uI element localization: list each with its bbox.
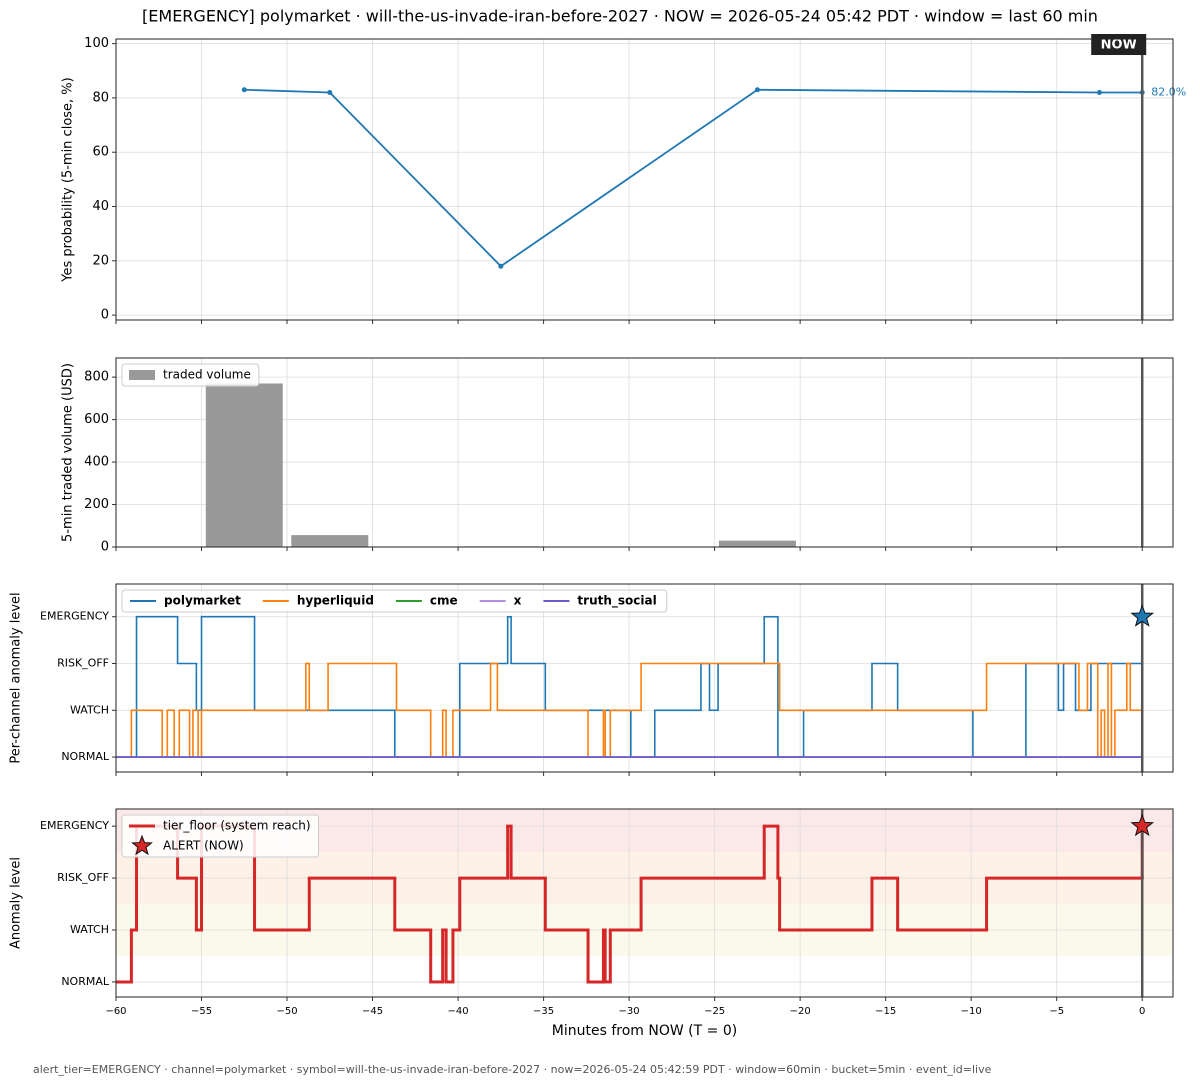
y-axis-label: Per-channel anomaly level [9, 592, 24, 763]
x-tick-label: −15 [875, 1006, 896, 1017]
legend-box [121, 589, 668, 613]
plot-area [116, 584, 1173, 772]
legend-swatch [131, 834, 153, 856]
y-tick-label: 0 [101, 308, 109, 323]
alert-marker [1130, 813, 1155, 837]
y-tick-label: 0 [101, 540, 109, 555]
bar [205, 383, 283, 547]
legend-label: cme [430, 594, 458, 608]
y-tick-label: EMERGENCY [40, 610, 109, 623]
legend-box [121, 363, 260, 387]
legend-label: tier_floor (system reach) [163, 819, 311, 833]
x-tick-label: −40 [448, 1006, 469, 1017]
y-tick-label: 20 [92, 253, 109, 268]
y-tick-label: RISK_OFF [57, 657, 109, 670]
y-tick-label: 60 [92, 145, 109, 160]
plot-frame [115, 38, 1174, 321]
data-point [754, 87, 760, 93]
legend-label: ALERT (NOW) [163, 839, 244, 853]
y-tick-label: 800 [84, 370, 109, 385]
now-badge-label: NOW [1101, 38, 1137, 53]
x-tick-label: 0 [1139, 1006, 1145, 1017]
plot-frame [115, 357, 1174, 548]
y-tick-label: 80 [92, 90, 109, 105]
footer: alert_tier=EMERGENCY · channel=polymarke… [33, 1063, 992, 1076]
data-point [241, 87, 247, 93]
y-axis-label: 5-min traded volume (USD) [61, 363, 76, 542]
data-point [327, 89, 333, 95]
y-tick-label: 100 [84, 36, 109, 51]
value-label: 82.0% [1151, 85, 1186, 98]
plot-area [116, 39, 1173, 320]
x-tick-label: −10 [961, 1006, 982, 1017]
y-tick-label: NORMAL [61, 750, 110, 763]
plot-frame [115, 808, 1174, 998]
x-tick-label: −25 [704, 1006, 725, 1017]
x-tick-label: −30 [619, 1006, 640, 1017]
x-tick-label: −35 [533, 1006, 554, 1017]
legend-label: truth_social [577, 594, 656, 609]
data-point [498, 263, 504, 269]
x-tick-label: −45 [362, 1006, 383, 1017]
bar [291, 535, 369, 547]
y-tick-label: 600 [84, 412, 109, 427]
legend-label: polymarket [164, 594, 241, 608]
legend-swatch [129, 370, 155, 380]
x-tick-label: −50 [276, 1006, 297, 1017]
data-line [244, 88, 1143, 268]
bar [718, 540, 796, 547]
legend-label: traded volume [163, 368, 251, 382]
x-tick-label: −55 [191, 1006, 212, 1017]
y-tick-label: 40 [92, 199, 109, 214]
plot-frame [115, 583, 1174, 773]
x-axis-label: Minutes from NOW (T = 0) [552, 1023, 737, 1039]
y-tick-label: 400 [84, 455, 109, 470]
legend-label: x [514, 594, 522, 608]
legend: polymarket hyperliquid cme x truth_social [121, 589, 668, 613]
legend: tier_floor (system reach) ALERT (NOW) [121, 814, 320, 858]
legend-label: hyperliquid [297, 594, 374, 608]
y-tick-label: NORMAL [61, 975, 110, 988]
chart-title: [EMERGENCY] polymarket · will-the-us-inv… [142, 7, 1098, 26]
legend: traded volume [121, 363, 260, 387]
y-tick-label: RISK_OFF [57, 871, 109, 884]
data-point [1096, 89, 1102, 95]
y-tick-label: WATCH [70, 923, 109, 936]
legend-box [121, 814, 320, 858]
y-tick-label: EMERGENCY [40, 819, 109, 832]
x-tick-label: −5 [1049, 1006, 1064, 1017]
y-axis-label: Yes probability (5-min close, %) [61, 77, 76, 282]
x-tick-label: −20 [790, 1006, 811, 1017]
y-tick-label: 200 [84, 497, 109, 512]
y-axis-label: Anomaly level [9, 857, 24, 949]
alert-marker [1130, 604, 1155, 627]
y-tick-label: WATCH [70, 703, 109, 716]
x-tick-label: −60 [105, 1006, 126, 1017]
